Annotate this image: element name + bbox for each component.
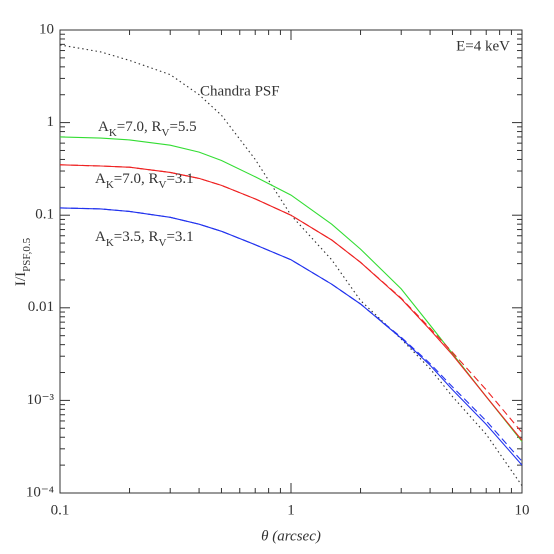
series-label-sub: V	[159, 179, 167, 191]
series-line	[59, 207, 523, 466]
x-tick-label: 10	[515, 502, 530, 518]
energy-annotation: E=4 keV	[456, 38, 510, 54]
series-line	[59, 164, 523, 441]
y-tick-label: 10⁻⁴	[26, 484, 54, 500]
y-tick-label: 0.1	[35, 207, 54, 223]
y-tick-label: 10	[39, 21, 54, 37]
series-label-sub: K	[106, 179, 114, 191]
series-label-part: =5.5	[169, 119, 196, 135]
x-tick-label: 0.1	[51, 502, 70, 518]
y-label-main: I/I	[13, 272, 29, 286]
series-line	[59, 44, 523, 487]
series-label-sub: K	[109, 127, 117, 139]
x-tick-label: 1	[287, 502, 295, 518]
series-line	[59, 164, 523, 433]
series-label-part: =3.1	[166, 229, 193, 245]
series-line	[59, 207, 523, 462]
series-label-part: =3.1	[166, 171, 193, 187]
series-label-part: A	[95, 229, 106, 245]
y-tick-label: 10⁻³	[27, 392, 55, 408]
series-label-part: A	[98, 119, 109, 135]
series-label-part: =3.5, R	[114, 229, 159, 245]
series-label: AK=7.0, RV=5.5	[98, 119, 197, 138]
series-label-part: =7.0, R	[114, 171, 159, 187]
psf-annotation: Chandra PSF	[200, 83, 280, 99]
y-tick-label: 0.01	[28, 299, 54, 315]
series-label-part: =7.0, R	[117, 119, 162, 135]
series-label: AK=7.0, RV=3.1	[95, 171, 194, 190]
series-label-sub: K	[106, 237, 114, 249]
y-tick-label: 1	[47, 114, 55, 130]
series-label-sub: V	[159, 237, 167, 249]
x-axis-label: θ (arcsec)	[261, 528, 321, 544]
plot-frame	[59, 29, 523, 494]
y-axis-label: I/IPSF,0.5	[13, 237, 32, 286]
series-label-part: A	[95, 171, 106, 187]
series-label-sub: V	[162, 127, 170, 139]
series-label: AK=3.5, RV=3.1	[95, 229, 194, 248]
y-label-sub: PSF,0.5	[21, 237, 33, 271]
